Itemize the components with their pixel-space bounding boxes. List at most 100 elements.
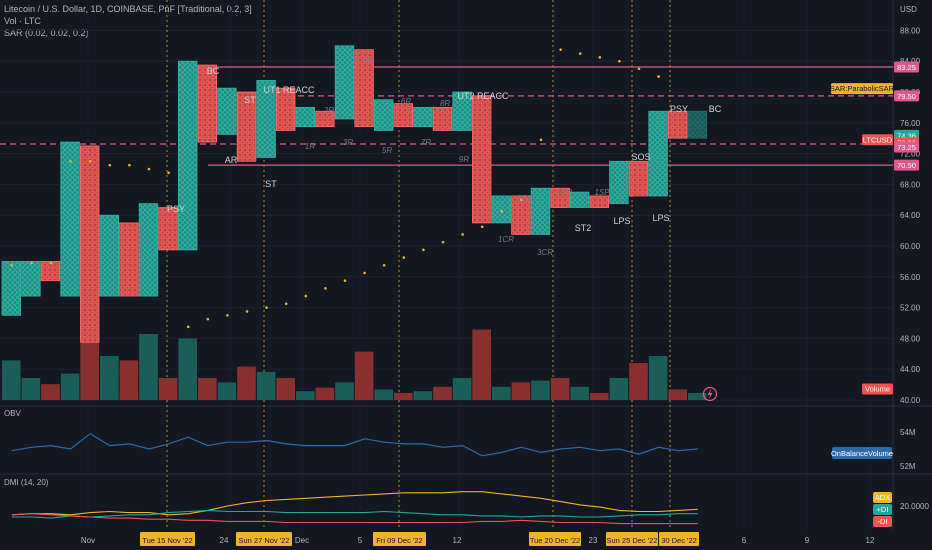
pnf-column: [138, 203, 159, 297]
time-axis-highlight: [140, 532, 195, 546]
sar-dot: [422, 248, 425, 252]
wyckoff-minor-label: 1SP: [594, 188, 610, 197]
price-tick-label: 40.00: [900, 396, 921, 405]
time-axis-label: 23: [589, 536, 598, 545]
time-axis-highlight: [373, 532, 426, 546]
wyckoff-label: BC: [709, 104, 722, 114]
time-axis-label: 5: [358, 536, 363, 545]
volume-bar: [472, 329, 491, 400]
sar-label: SAR:ParabolicSAR: [830, 84, 895, 93]
sar-dot: [500, 210, 504, 213]
pnf-column: [295, 107, 316, 128]
currency-label: USD: [900, 5, 917, 14]
obv-badge-label: OnBalanceVolume: [831, 449, 893, 458]
wyckoff-label: UT2 REACC: [457, 91, 509, 101]
wyckoff-label: ST2: [575, 223, 592, 233]
pnf-column: [530, 187, 551, 235]
price-tick-label: 44.00: [900, 365, 921, 374]
pnf-column: [393, 103, 414, 128]
pnf-column: [275, 87, 296, 131]
pnf-column: [119, 222, 139, 297]
sar-dot: [245, 310, 249, 313]
sar-dot: [382, 263, 386, 267]
time-axis-label: 6: [742, 536, 747, 545]
sar-dot: [304, 294, 308, 298]
wyckoff-label: ST: [265, 179, 277, 189]
dmi-badge: [873, 516, 892, 527]
volume-bar: [688, 392, 707, 400]
sar-dot: [226, 314, 229, 317]
volume-bar: [315, 387, 335, 400]
price-tick-label: 68.00: [900, 180, 921, 189]
price-tick-label: 88.00: [900, 26, 921, 35]
dmi-badge: [873, 492, 892, 503]
price-tag: [894, 159, 919, 171]
sar-dot: [284, 302, 288, 306]
wyckoff-label: LPS: [613, 216, 630, 226]
time-axis-highlight: [606, 532, 658, 546]
price-tag-label: 70.50: [897, 161, 916, 170]
minus-di-line: [11, 513, 698, 525]
obv-line: [11, 432, 698, 457]
sar-dot: [88, 160, 92, 163]
volume-bar: [100, 356, 119, 400]
volume-bar: [648, 356, 668, 400]
volume-bar: [41, 384, 60, 400]
price-tick-label: 56.00: [900, 273, 921, 282]
pnf-column: [40, 260, 61, 282]
pnf-column: [80, 145, 100, 343]
wyckoff-label: ST: [244, 95, 256, 105]
volume-bar: [413, 391, 433, 400]
time-axis-highlight-label: Sun 27 Nov '22: [238, 536, 289, 545]
pnf-column: [570, 191, 590, 208]
sar-dot: [441, 240, 445, 244]
price-tag-label: 83.25: [897, 63, 916, 72]
pnf-column: [1, 260, 22, 316]
volume-bar: [374, 389, 393, 400]
pnf-column: [60, 141, 80, 297]
wyckoff-label: SOS: [631, 152, 650, 162]
price-tag-label: 73.25: [897, 143, 916, 152]
wyckoff-label: PSY: [167, 204, 185, 214]
lightning-icon[interactable]: [702, 386, 718, 402]
wyckoff-minor-label: 7R: [421, 138, 431, 147]
wyckoff-label: PSY: [670, 104, 688, 114]
pnf-column: [21, 260, 41, 297]
volume-bar: [335, 382, 354, 400]
sar-dot: [10, 263, 14, 267]
volume-bar: [237, 366, 256, 400]
lightning-icon-bolt: [707, 389, 713, 399]
time-axis-label: 24: [220, 536, 229, 545]
time-axis-highlight-label: 30 Dec '22: [661, 536, 697, 545]
pnf-column: [609, 160, 629, 205]
price-tag: [894, 61, 919, 73]
price-tick-label: 64.00: [900, 211, 921, 220]
pnf-column: [217, 87, 237, 135]
time-axis-label: Dec: [295, 536, 309, 545]
volume-bar: [492, 386, 511, 400]
volume-bar: [178, 338, 197, 400]
time-axis-highlight-label: Sun 25 Dec '22: [606, 536, 657, 545]
sar-dot: [324, 287, 327, 290]
volume-bar: [296, 391, 315, 400]
volume-bar: [217, 382, 237, 400]
dmi-badge: [873, 504, 892, 515]
pnf-column: [628, 160, 649, 197]
volume-bar: [531, 380, 550, 400]
pnf-column: [491, 195, 512, 224]
time-axis-highlight: [659, 532, 699, 546]
pnf-column: [373, 99, 394, 131]
sar-dot: [618, 59, 621, 63]
wyckoff-minor-label: 3CR: [537, 248, 553, 257]
time-axis-label: 9: [805, 536, 810, 545]
volume-bar: [629, 363, 648, 400]
pnf-column: [589, 195, 610, 208]
pnf-column: [236, 91, 257, 162]
volume-bar: [590, 392, 609, 400]
sar-label-badge: [831, 83, 893, 95]
ltc-label: LTCUSD: [863, 136, 893, 145]
volume-bar: [276, 378, 295, 400]
sar-dot: [69, 160, 72, 163]
volume-bar: [158, 378, 178, 400]
